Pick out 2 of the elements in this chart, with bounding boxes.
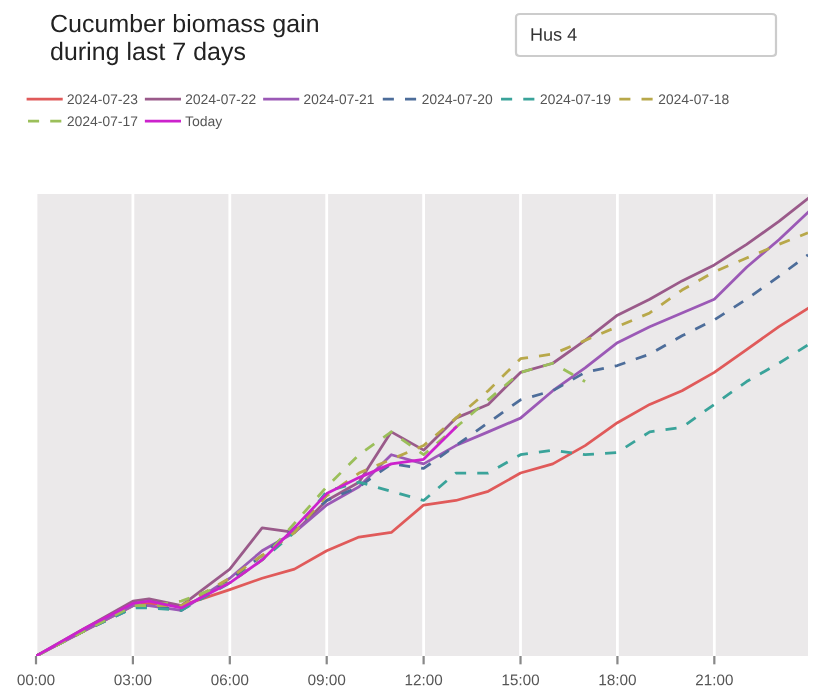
chart-title: Cucumber biomass gain during last 7 days xyxy=(51,14,318,66)
text: Hus 4 xyxy=(531,28,577,41)
